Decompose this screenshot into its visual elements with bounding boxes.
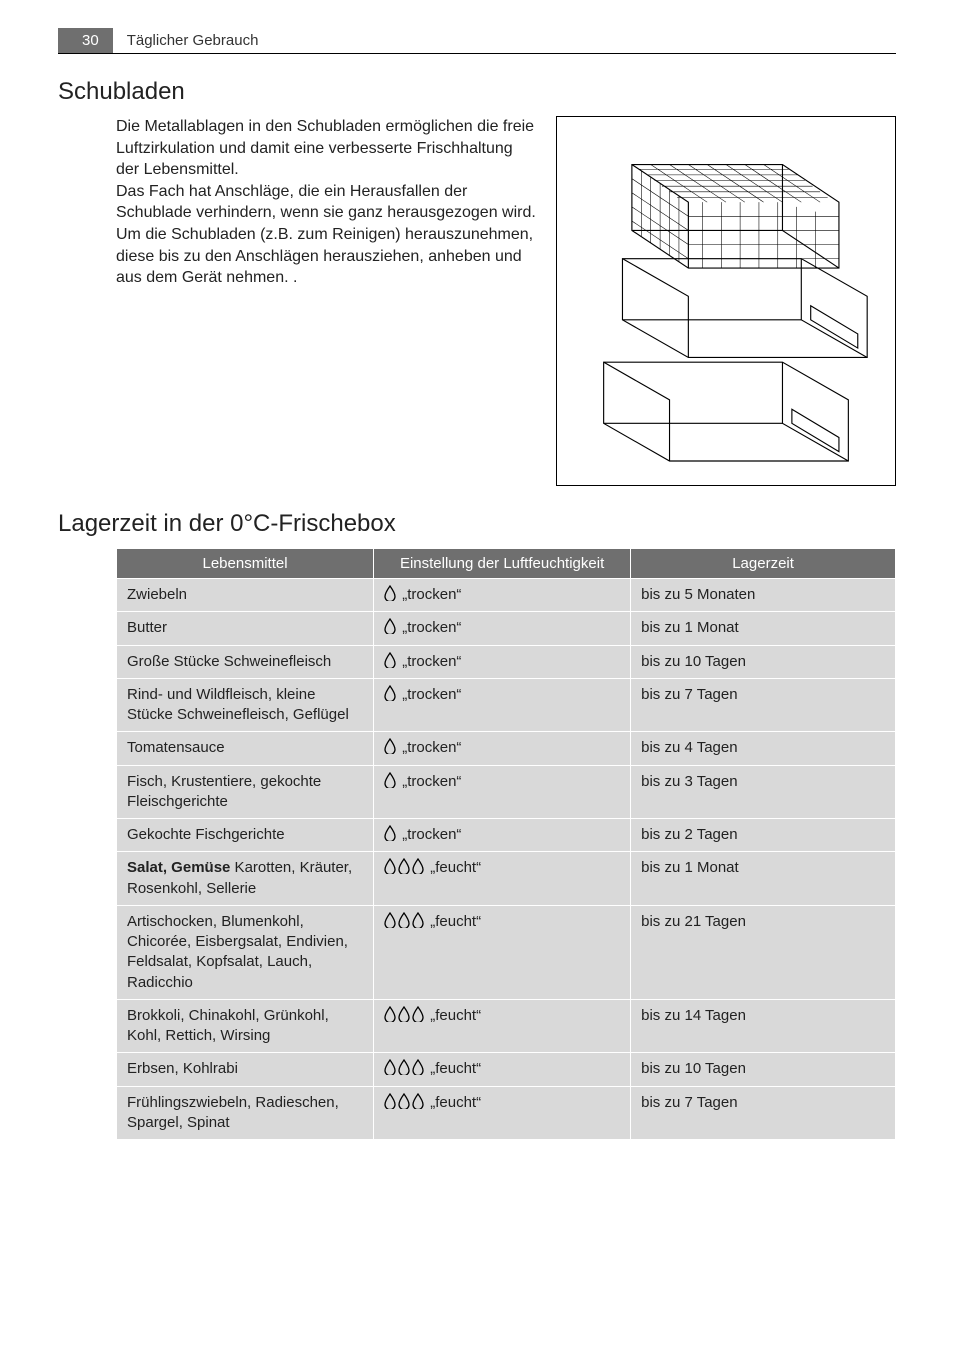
table-row: Artischocken, Blumenkohl, Chicorée, Eisb… [117,905,896,999]
cell-humidity: „feucht“ [374,1053,631,1086]
cell-lagerzeit: bis zu 7 Tagen [631,1086,896,1140]
table-row: Salat, Gemüse Karotten, Kräuter, Rosenko… [117,852,896,906]
drop-icon [384,912,396,928]
cell-lebensmittel: Gekochte Fischgerichte [117,819,374,852]
cell-humidity: „trocken“ [374,732,631,765]
cell-humidity: „trocken“ [374,612,631,645]
cell-lagerzeit: bis zu 1 Monat [631,612,896,645]
drop-icon [384,685,396,701]
table-row: Brokkoli, Chinakohl, Grünkohl, Kohl, Ret… [117,999,896,1053]
drop-icon [398,858,410,874]
drop-icon [412,912,424,928]
drop-icon [384,1093,396,1109]
cell-lebensmittel: Butter [117,612,374,645]
drawer-svg [566,126,886,476]
drop-icon [384,825,396,841]
section-schubladen-heading: Schubladen [58,78,896,106]
cell-lagerzeit: bis zu 4 Tagen [631,732,896,765]
cell-lagerzeit: bis zu 1 Monat [631,852,896,906]
drop-icon [412,1093,424,1109]
cell-lebensmittel: Erbsen, Kohlrabi [117,1053,374,1086]
drop-icon [398,1093,410,1109]
cell-lebensmittel: Frühlingszwiebeln, Radieschen, Spargel, … [117,1086,374,1140]
cell-lagerzeit: bis zu 5 Monaten [631,579,896,612]
cell-lebensmittel: Brokkoli, Chinakohl, Grünkohl, Kohl, Ret… [117,999,374,1053]
schubladen-body-text: Die Metallablagen in den Schubladen ermö… [58,116,536,289]
cell-lagerzeit: bis zu 10 Tagen [631,645,896,678]
storage-table: Lebensmittel Einstellung der Luftfeuchti… [116,548,896,1140]
drop-icon [384,1059,396,1075]
cell-lebensmittel: Große Stücke Schweinefleisch [117,645,374,678]
table-row: Frühlingszwiebeln, Radieschen, Spargel, … [117,1086,896,1140]
table-row: Erbsen, Kohlrabi „feucht“bis zu 10 Tagen [117,1053,896,1086]
cell-lebensmittel: Tomatensauce [117,732,374,765]
cell-lebensmittel: Salat, Gemüse Karotten, Kräuter, Rosenko… [117,852,374,906]
drop-icon [398,1006,410,1022]
cell-lagerzeit: bis zu 2 Tagen [631,819,896,852]
cell-lebensmittel: Fisch, Krustentiere, gekochte Fleischger… [117,765,374,819]
cell-humidity: „trocken“ [374,819,631,852]
cell-humidity: „trocken“ [374,765,631,819]
drop-icon [384,618,396,634]
running-title: Täglicher Gebrauch [113,28,259,53]
page-number: 30 [58,28,113,53]
cell-lagerzeit: bis zu 7 Tagen [631,678,896,732]
table-row: Große Stücke Schweinefleisch „trocken“bi… [117,645,896,678]
col-lebensmittel: Lebensmittel [117,549,374,579]
drop-icon [384,1006,396,1022]
col-lagerzeit: Lagerzeit [631,549,896,579]
table-row: Rind- und Wildfleisch, kleine Stücke Sch… [117,678,896,732]
drop-icon [384,858,396,874]
drop-icon [384,772,396,788]
table-header-row: Lebensmittel Einstellung der Luftfeuchti… [117,549,896,579]
cell-humidity: „trocken“ [374,645,631,678]
cell-humidity: „feucht“ [374,852,631,906]
cell-lagerzeit: bis zu 3 Tagen [631,765,896,819]
cell-lagerzeit: bis zu 14 Tagen [631,999,896,1053]
table-row: Zwiebeln „trocken“bis zu 5 Monaten [117,579,896,612]
page-header: 30 Täglicher Gebrauch [58,28,896,54]
drop-icon [412,858,424,874]
col-luftfeuchtigkeit: Einstellung der Luftfeuchtigkeit [374,549,631,579]
drop-icon [384,738,396,754]
cell-humidity: „trocken“ [374,579,631,612]
cell-lebensmittel: Artischocken, Blumenkohl, Chicorée, Eisb… [117,905,374,999]
cell-lagerzeit: bis zu 10 Tagen [631,1053,896,1086]
table-row: Tomatensauce „trocken“bis zu 4 Tagen [117,732,896,765]
cell-lebensmittel: Zwiebeln [117,579,374,612]
cell-humidity: „trocken“ [374,678,631,732]
cell-lebensmittel: Rind- und Wildfleisch, kleine Stücke Sch… [117,678,374,732]
drawer-illustration [556,116,896,486]
cell-lagerzeit: bis zu 21 Tagen [631,905,896,999]
cell-humidity: „feucht“ [374,999,631,1053]
drop-icon [412,1006,424,1022]
drop-icon [398,1059,410,1075]
table-row: Butter „trocken“bis zu 1 Monat [117,612,896,645]
drop-icon [384,585,396,601]
drop-icon [398,912,410,928]
cell-humidity: „feucht“ [374,1086,631,1140]
table-row: Fisch, Krustentiere, gekochte Fleischger… [117,765,896,819]
cell-humidity: „feucht“ [374,905,631,999]
table-row: Gekochte Fischgerichte „trocken“bis zu 2… [117,819,896,852]
drop-icon [384,652,396,668]
section-lagerzeit-heading: Lagerzeit in der 0°C-Frischebox [58,510,896,538]
drop-icon [412,1059,424,1075]
